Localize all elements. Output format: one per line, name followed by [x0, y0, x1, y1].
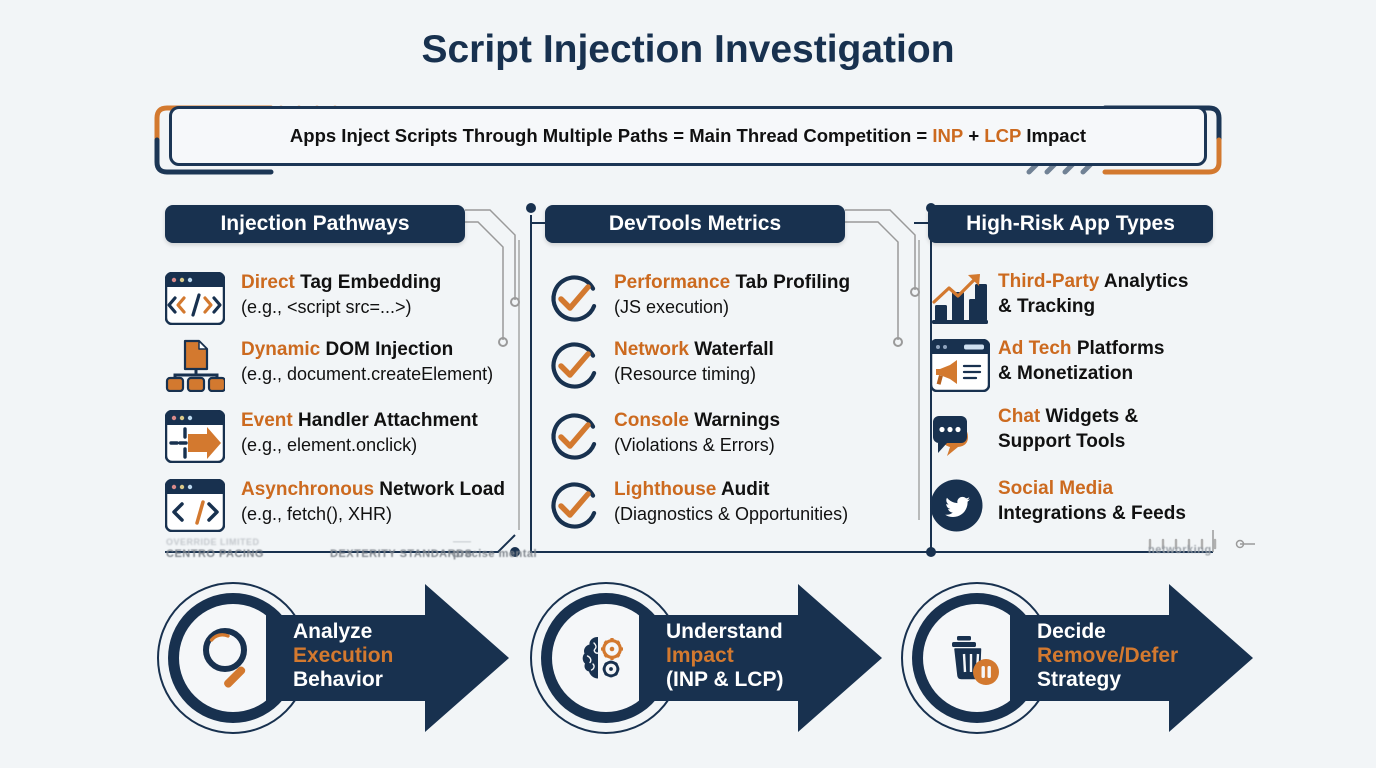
svg-text:Impact: Impact — [666, 644, 734, 667]
svg-text:Analyze: Analyze — [293, 620, 372, 643]
svg-text:Understand: Understand — [666, 620, 783, 643]
svg-text:Behavior: Behavior — [293, 668, 383, 691]
svg-text:Execution: Execution — [293, 644, 393, 667]
svg-text:(INP & LCP): (INP & LCP) — [666, 668, 783, 691]
svg-text:Remove/Defer: Remove/Defer — [1037, 644, 1178, 667]
svg-text:Strategy: Strategy — [1037, 668, 1121, 691]
svg-text:Decide: Decide — [1037, 620, 1106, 643]
